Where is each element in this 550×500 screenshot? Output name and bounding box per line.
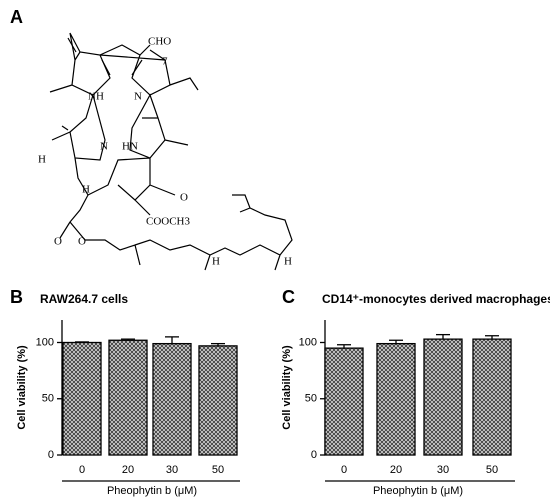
chart-title: RAW264.7 cells	[40, 292, 128, 306]
x-tick-label: 30	[166, 464, 178, 476]
y-tick-label: 100	[299, 336, 317, 348]
atom-label: H	[284, 256, 292, 268]
y-tick-label: 50	[305, 393, 317, 405]
atom-label: N	[134, 91, 142, 103]
x-axis-label: Pheophytin b (μM)	[373, 485, 463, 497]
bar	[324, 347, 364, 456]
y-axis-label: Cell viability (%)	[16, 345, 28, 430]
atom-label: NH	[88, 91, 104, 103]
bar	[423, 338, 463, 456]
x-tick-label: 30	[437, 464, 449, 476]
y-axis-label: Cell viability (%)	[281, 345, 293, 430]
atom-label: CHO	[148, 36, 171, 48]
chart-title: CD14⁺-monocytes derived macrophages	[322, 292, 550, 306]
atom-label: O	[78, 236, 86, 248]
bar	[472, 338, 512, 456]
atom-label: HN	[122, 141, 138, 153]
atom-label: O	[180, 192, 188, 204]
x-tick-label: 20	[390, 464, 402, 476]
y-tick-label: 100	[36, 336, 54, 348]
x-axis-label: Pheophytin b (μM)	[107, 485, 197, 497]
x-tick-label: 50	[212, 464, 224, 476]
bar	[198, 345, 238, 456]
panel-label: C	[282, 287, 295, 307]
bar	[62, 341, 102, 456]
bar	[376, 342, 416, 456]
atom-label: H	[82, 184, 90, 196]
atom-label: N	[100, 141, 108, 153]
atom-label: COOCH3	[146, 216, 191, 228]
panel-label: A	[10, 7, 23, 27]
bar	[108, 339, 148, 456]
atom-label: H	[212, 256, 220, 268]
atom-label: 7	[162, 56, 168, 68]
x-tick-label: 20	[122, 464, 134, 476]
x-tick-label: 50	[486, 464, 498, 476]
atom-label: O	[54, 236, 62, 248]
y-tick-label: 0	[311, 449, 317, 461]
y-tick-label: 50	[42, 393, 54, 405]
x-tick-label: 0	[79, 464, 85, 476]
atom-label: H	[38, 154, 46, 166]
x-tick-label: 0	[341, 464, 347, 476]
structure: CHO 7 NH N N HN H H O COOCH3 O O H H	[38, 32, 293, 271]
y-tick-label: 0	[48, 449, 54, 461]
bar	[152, 342, 192, 456]
panel-label: B	[10, 287, 23, 307]
